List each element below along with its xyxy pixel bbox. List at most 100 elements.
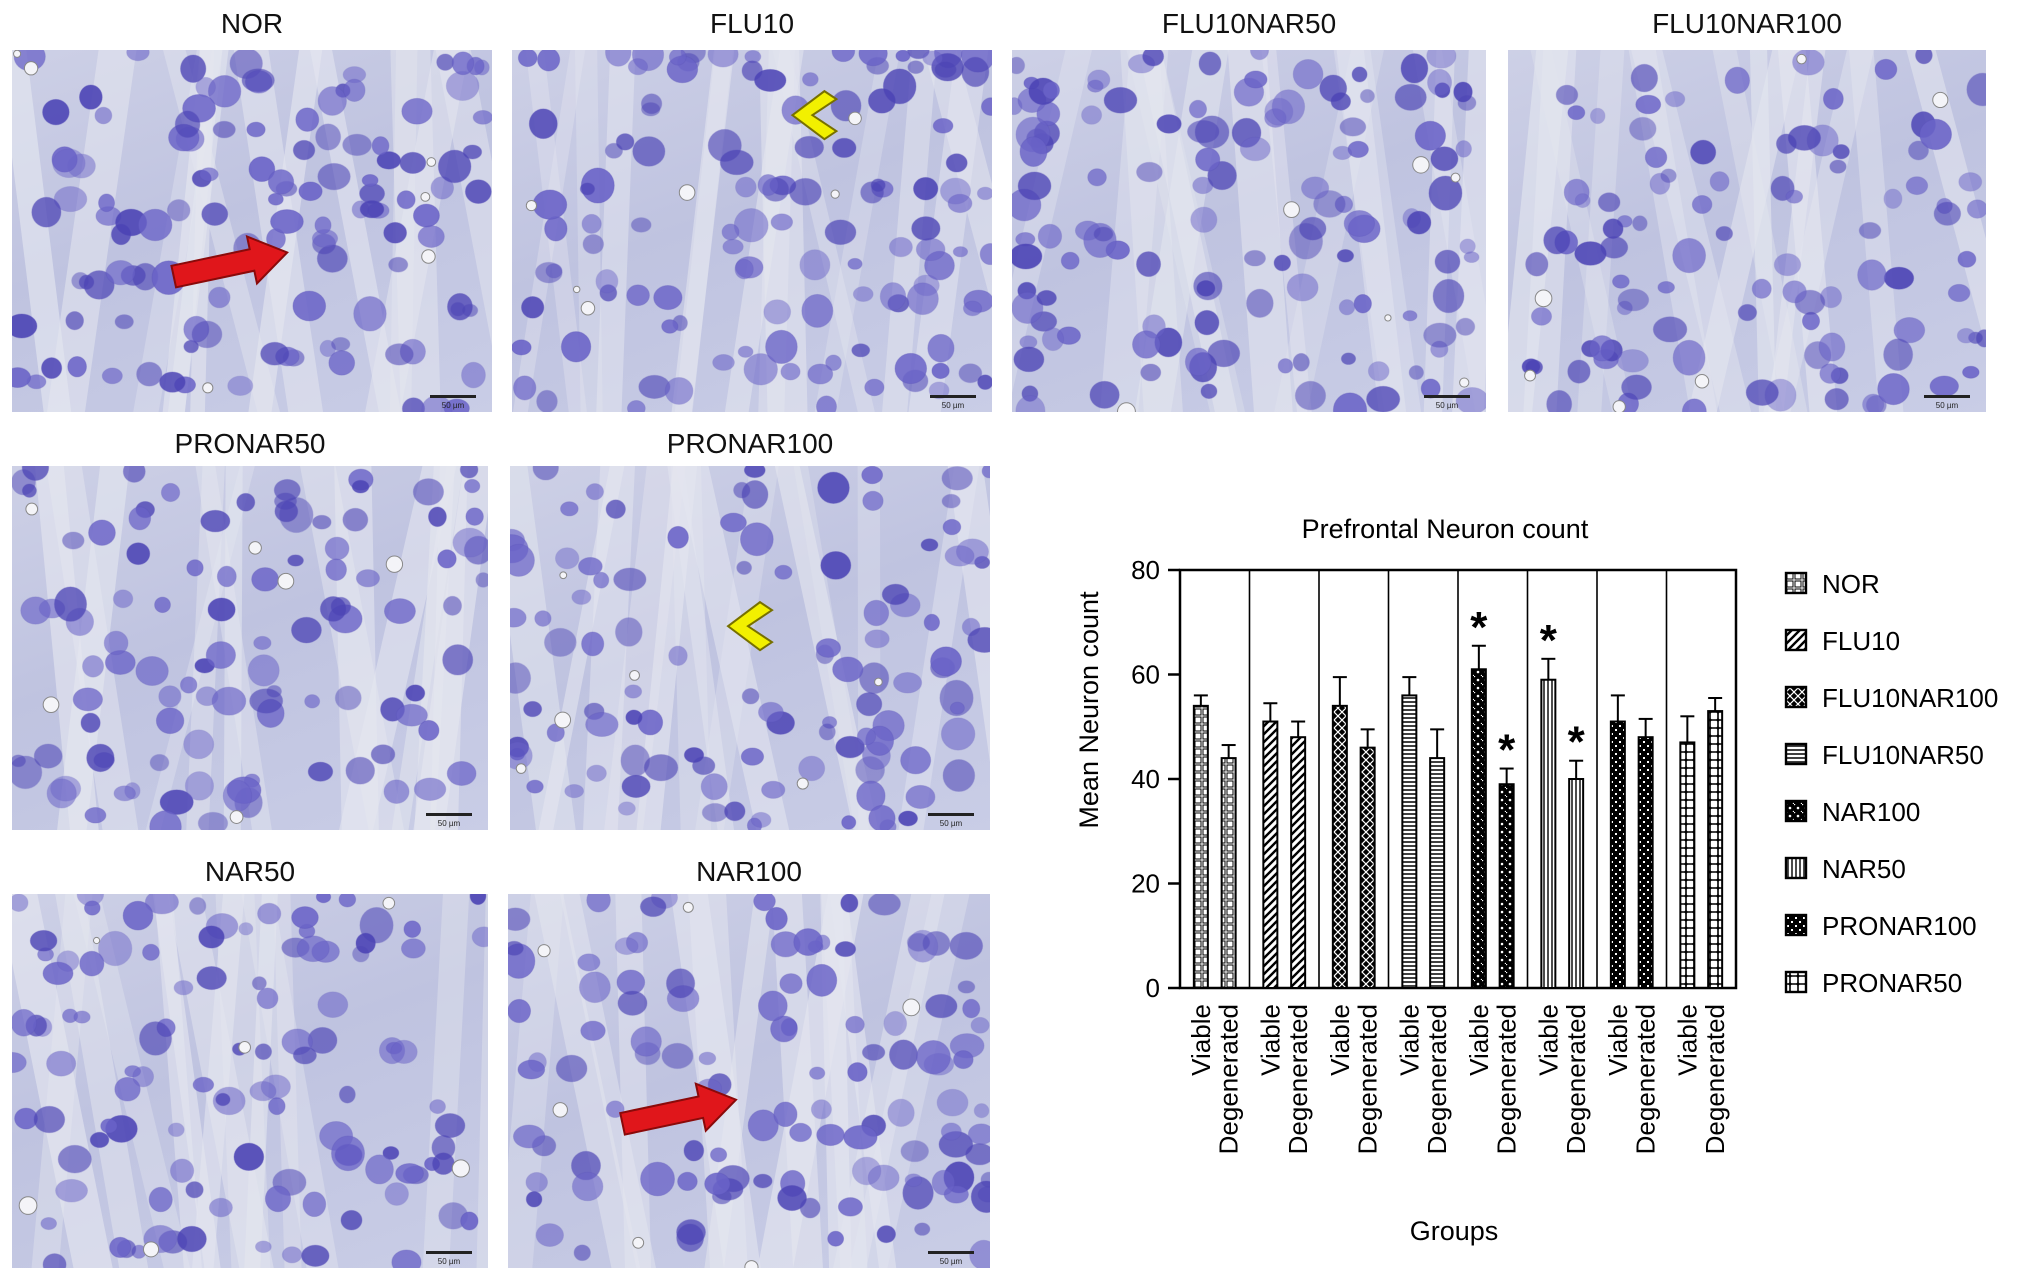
- cell-nucleus: [900, 1140, 930, 1163]
- cell-nucleus: [788, 177, 822, 206]
- cell-nucleus: [469, 894, 487, 906]
- scale-bar-label: 50 µm: [1435, 401, 1459, 410]
- cell-nucleus: [154, 596, 171, 614]
- cell-nucleus: [940, 717, 976, 751]
- cell-nucleus: [1359, 88, 1375, 104]
- tissue-streak: [1527, 50, 1636, 412]
- cell-nucleus: [630, 217, 652, 233]
- cell-nucleus: [1652, 316, 1688, 343]
- tissue-streak: [1749, 50, 1777, 412]
- cell-nucleus: [208, 1197, 233, 1218]
- cell-nucleus: [251, 567, 280, 592]
- cell-nucleus: [863, 599, 890, 627]
- cell-nucleus: [287, 554, 304, 567]
- cell-nucleus: [126, 50, 150, 62]
- cell-nucleus: [1340, 352, 1357, 366]
- cell-nucleus: [40, 357, 63, 380]
- cell-nucleus: [676, 1223, 705, 1253]
- cell-nucleus: [905, 784, 936, 810]
- cell-nucleus: [816, 1123, 845, 1147]
- cell-nucleus: [212, 120, 236, 139]
- bar: [1707, 710, 1724, 989]
- cell-nucleus: [1858, 221, 1882, 240]
- yellow-arrowhead-icon: [790, 89, 839, 141]
- cell-nucleus: [733, 207, 769, 243]
- cell-nucleus: [359, 200, 385, 219]
- bubble: [1524, 369, 1536, 382]
- cell-nucleus: [1915, 50, 1933, 65]
- cell-nucleus: [967, 1123, 990, 1145]
- cell-nucleus: [317, 991, 349, 1018]
- cell-nucleus: [586, 894, 611, 913]
- bubble: [229, 810, 244, 824]
- cell-nucleus: [295, 107, 320, 132]
- x-tick-label: Degenerated: [1492, 1004, 1522, 1154]
- cell-nucleus: [1207, 339, 1241, 368]
- cell-nucleus: [1574, 193, 1591, 209]
- cell-nucleus: [396, 190, 416, 210]
- cell-nucleus: [169, 1158, 195, 1184]
- cell-nucleus: [571, 589, 592, 605]
- cell-nucleus: [709, 1147, 728, 1163]
- x-tick-label: Viable: [1533, 1004, 1563, 1076]
- cell-nucleus: [1958, 172, 1983, 192]
- cell-nucleus: [1394, 83, 1427, 111]
- cell-nucleus: [736, 560, 753, 575]
- scale-bar: 50 µm: [426, 1251, 472, 1266]
- cell-nucleus: [1660, 168, 1677, 184]
- tissue-streak: [432, 50, 492, 412]
- cell-nucleus: [136, 361, 163, 387]
- cell-nucleus: [1782, 280, 1807, 304]
- cell-nucleus: [52, 148, 86, 179]
- cell-nucleus: [405, 684, 426, 702]
- cell-nucleus: [965, 1143, 990, 1166]
- cell-nucleus: [1455, 140, 1472, 158]
- cell-nucleus: [267, 192, 284, 206]
- x-axis-label: Groups: [1410, 1216, 1499, 1246]
- tissue-streak: [192, 466, 275, 830]
- x-tick-label: Viable: [1255, 1004, 1285, 1076]
- cell-nucleus: [1332, 392, 1368, 412]
- cell-nucleus: [1292, 58, 1324, 90]
- cell-nucleus: [159, 371, 186, 393]
- cell-nucleus: [577, 556, 603, 576]
- cell-nucleus: [292, 290, 327, 322]
- cell-nucleus: [459, 466, 479, 479]
- tissue-streak: [12, 50, 74, 412]
- bubble: [25, 502, 39, 516]
- cell-nucleus: [980, 97, 992, 116]
- cell-nucleus: [1298, 216, 1327, 241]
- cell-nucleus: [1420, 378, 1441, 399]
- cell-nucleus: [1628, 116, 1657, 141]
- bar: [1401, 694, 1418, 989]
- cell-nucleus: [167, 1122, 185, 1138]
- micrograph-canvas: [1508, 50, 1986, 412]
- y-tick-label: 20: [1131, 869, 1160, 899]
- legend-swatch: [1784, 571, 1808, 595]
- cell-nucleus: [471, 926, 488, 948]
- panel-nar100: NAR100 50 µm: [508, 852, 990, 1268]
- cell-nucleus: [683, 1139, 705, 1162]
- cell-nucleus: [183, 729, 215, 760]
- cell-nucleus: [292, 1046, 317, 1065]
- cell-nucleus: [1773, 253, 1802, 277]
- cell-nucleus: [463, 535, 488, 565]
- cell-nucleus: [101, 367, 123, 385]
- cell-nucleus: [1087, 168, 1107, 187]
- bubble: [451, 1159, 470, 1178]
- cell-nucleus: [1400, 53, 1429, 84]
- cell-nucleus: [461, 361, 486, 389]
- cell-nucleus: [100, 1118, 118, 1134]
- cell-nucleus: [248, 156, 276, 183]
- cell-nucleus: [914, 1222, 931, 1236]
- cell-nucleus: [442, 595, 463, 616]
- cell-nucleus: [573, 1244, 591, 1262]
- x-tick-label: Viable: [1325, 1004, 1355, 1076]
- cell-nucleus: [65, 311, 85, 331]
- cell-nucleus: [290, 616, 322, 644]
- cell-nucleus: [535, 1223, 564, 1248]
- tissue-streak: [421, 894, 471, 1268]
- cell-nucleus: [1406, 210, 1432, 235]
- tissue-streak: [1259, 50, 1314, 412]
- cell-nucleus: [73, 1010, 91, 1024]
